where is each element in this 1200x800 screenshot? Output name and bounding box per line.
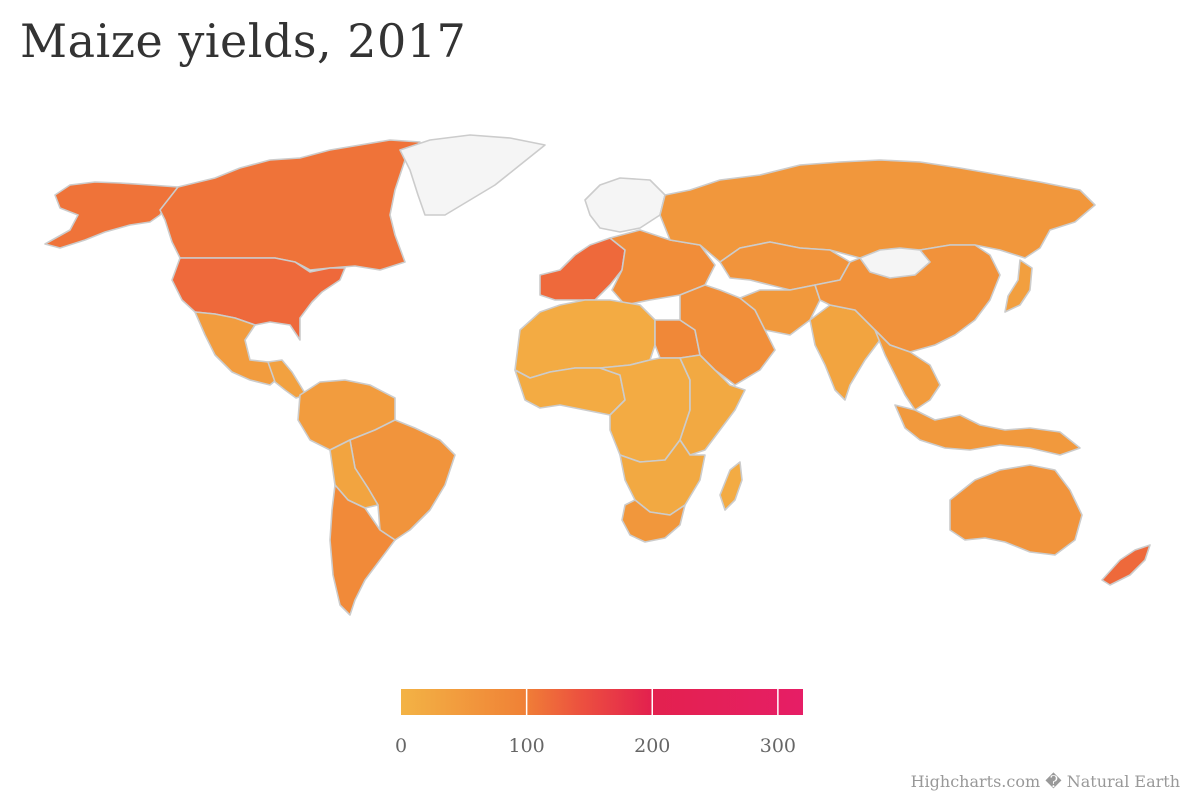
world-map (44, 134, 1151, 616)
region-iran-afghanistan[interactable] (739, 284, 821, 336)
region-southeast-asia[interactable] (874, 329, 941, 411)
legend-tick-label: 0 (395, 735, 407, 757)
region-new-zealand[interactable] (1101, 544, 1151, 586)
region-australia[interactable] (949, 464, 1083, 556)
region-argentina-chile[interactable] (329, 484, 396, 616)
region-russia[interactable] (659, 159, 1096, 263)
region-usa[interactable] (171, 257, 346, 341)
region-indonesia[interactable] (894, 404, 1081, 456)
region-central-america[interactable] (267, 359, 307, 399)
map-title: Maize yields, 2017 (20, 14, 467, 68)
legend-tick-label: 100 (508, 735, 544, 757)
credits-link[interactable]: Highcharts.com � Natural Earth (910, 772, 1180, 791)
legend-tick-label: 300 (760, 735, 796, 757)
legend-gradient-bar (401, 689, 803, 715)
region-alaska[interactable] (44, 181, 179, 249)
region-middle-east[interactable] (679, 284, 776, 386)
region-madagascar[interactable] (719, 461, 743, 511)
legend-tick-label: 200 (634, 735, 670, 757)
region-south-africa[interactable] (621, 499, 686, 543)
region-canada[interactable] (159, 139, 421, 271)
region-scandinavia[interactable] (584, 177, 666, 233)
region-japan[interactable] (1004, 259, 1033, 313)
region-greenland[interactable] (399, 134, 546, 216)
region-mongolia[interactable] (859, 247, 931, 279)
